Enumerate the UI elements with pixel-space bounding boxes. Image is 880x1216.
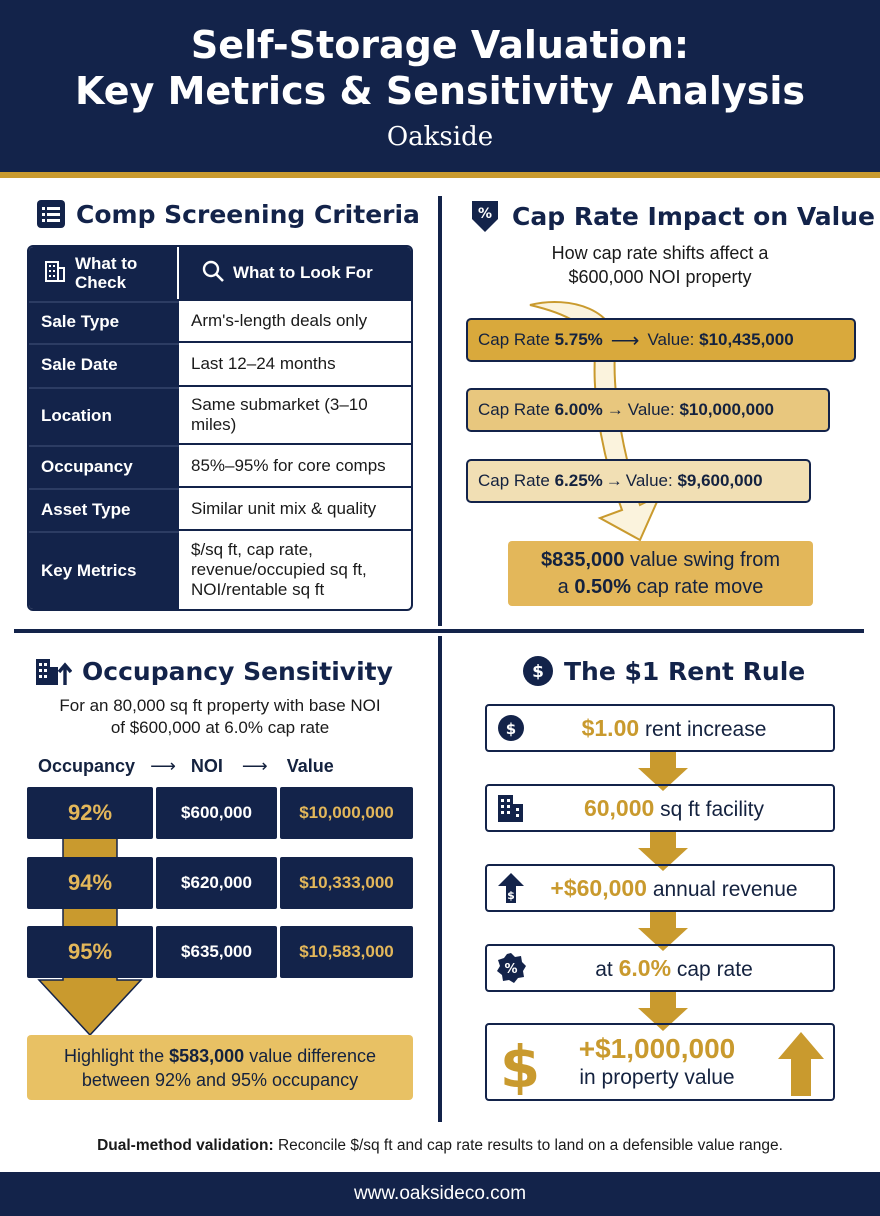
building-icon (487, 792, 535, 824)
comp-row-value: Same submarket (3–10 miles) (191, 395, 368, 434)
comp-row-key: Sale Date (29, 343, 179, 385)
revenue-up-icon: $ (487, 872, 535, 904)
right-arrow-icon: ⟶ (150, 756, 176, 776)
rent-step: $ +$60,000 annual revenue (485, 864, 835, 912)
comp-row-key: Key Metrics (29, 531, 179, 609)
rent-section-title: $ The $1 Rent Rule (522, 655, 805, 687)
comp-row: Sale Type Arm's-length deals only (29, 299, 411, 341)
comp-row: Location Same submarket (3–10 miles) (29, 385, 411, 443)
comp-row-value: Arm's-length deals only (191, 311, 368, 330)
comp-row-key: Sale Type (29, 301, 179, 341)
checklist-icon (36, 199, 66, 229)
comp-row-key: Occupancy (29, 445, 179, 486)
cap-title-text: Cap Rate Impact on Value (512, 201, 875, 231)
comp-row-value: Last 12–24 months (191, 354, 336, 373)
header-what-to-look-for: What to Look For (179, 247, 411, 299)
building-icon (43, 259, 67, 287)
brand-name: Oakside (386, 122, 494, 152)
occupancy-section-title: Occupancy Sensitivity (34, 655, 393, 687)
building-up-arrow-icon (34, 655, 72, 687)
comp-row: Key Metrics $/sq ft, cap rate, revenue/oc… (29, 529, 411, 609)
occupancy-subtitle: For an 80,000 sq ft property with base N… (59, 696, 381, 737)
right-arrow-icon: → (606, 400, 624, 419)
svg-text:$: $ (506, 720, 516, 738)
vertical-divider-bottom (438, 636, 442, 1122)
website-link[interactable]: www.oaksideco.com (353, 1183, 527, 1204)
cap-rate-row: Cap Rate 6.00% → Value: $10,000,000 (466, 388, 830, 432)
rent-step: 60,000 sq ft facility (485, 784, 835, 832)
rent-step: $ $1.00 rent increase (485, 704, 835, 752)
up-arrow-icon (778, 1032, 824, 1096)
footer-bar: www.oaksideco.com (0, 1172, 880, 1216)
cap-rate-row: Cap Rate 5.75% ⟶ Value: $10,435,000 (466, 318, 856, 362)
cap-swing-callout: $835,000 value swing from a 0.50% cap ra… (508, 541, 813, 606)
down-arrow-icon (638, 912, 688, 951)
title-line-2: Key Metrics & Sensitivity Analysis (75, 69, 805, 113)
down-arrow-icon (638, 752, 688, 791)
svg-text:%: % (478, 206, 492, 222)
svg-text:%: % (504, 962, 517, 977)
comp-row-key: Asset Type (29, 488, 179, 529)
comp-row-value: $/sq ft, cap rate, revenue/occupied sq f… (191, 540, 367, 599)
svg-text:$: $ (507, 889, 515, 902)
occupancy-row: 92% $600,000 $10,000,000 (27, 787, 413, 839)
rent-result-text: +$1,000,000 in property value (578, 1033, 736, 1089)
right-arrow-icon: → (605, 471, 623, 490)
dollar-sign-icon: $ (500, 1033, 540, 1095)
percent-badge-icon: % (487, 952, 535, 984)
rent-result-box: $ +$1,000,000 in property value (485, 1023, 835, 1101)
percent-down-arrow-icon: % (468, 199, 502, 233)
horizontal-divider (14, 629, 864, 633)
comp-row: Sale Date Last 12–24 months (29, 341, 411, 385)
header-what-to-check: What to Check (29, 247, 179, 299)
cap-section-title: % Cap Rate Impact on Value (468, 199, 875, 233)
dollar-circle-icon: $ (522, 655, 554, 687)
header-gold-rule (0, 172, 880, 178)
svg-text:$: $ (500, 1033, 540, 1095)
occupancy-flow-header: Occupancy ⟶ NOI ⟶ Value (38, 756, 334, 776)
rent-title-text: The $1 Rent Rule (564, 656, 806, 686)
cap-rate-row: Cap Rate 6.25% → Value: $9,600,000 (466, 459, 811, 503)
occupancy-row: 94% $620,000 $10,333,000 (27, 857, 413, 909)
title-line-1: Self-Storage Valuation: (190, 23, 690, 67)
comp-row-value: Similar unit mix & quality (191, 498, 377, 518)
comp-row-value: 85%–95% for core comps (191, 455, 386, 475)
svg-text:$: $ (532, 662, 544, 682)
right-arrow-icon: ⟶ (610, 329, 640, 352)
occupancy-highlight-note: Highlight the $583,000 value difference … (27, 1035, 413, 1100)
occupancy-row: 95% $635,000 $10,583,000 (27, 926, 413, 978)
comp-row: Occupancy 85%–95% for core comps (29, 443, 411, 486)
header-check-line1: What to (75, 254, 138, 273)
down-arrow-icon (638, 992, 688, 1031)
validation-note: Dual-method validation: Reconcile $/sq f… (97, 1137, 783, 1154)
header-banner: Self-Storage Valuation: Key Metrics & Se… (0, 0, 880, 172)
down-arrow-icon (638, 832, 688, 871)
right-arrow-icon: ⟶ (241, 756, 268, 776)
comp-criteria-table: What to Check What to Look For Sale Type A… (27, 245, 413, 611)
comp-row: Asset Type Similar unit mix & quality (29, 486, 411, 529)
comp-title-text: Comp Screening Criteria (76, 199, 420, 229)
comp-section-title: Comp Screening Criteria (36, 199, 420, 229)
comp-row-key: Location (29, 387, 179, 443)
cap-subtitle: How cap rate shifts affect a $600,000 NO… (551, 243, 769, 287)
header-check-line2: Check (75, 273, 127, 292)
search-icon (201, 259, 225, 288)
comp-table-header: What to Check What to Look For (29, 247, 411, 299)
dollar-circle-icon: $ (487, 713, 535, 743)
occupancy-title-text: Occupancy Sensitivity (82, 656, 393, 686)
vertical-divider-top (438, 196, 442, 626)
rent-step: % at 6.0% cap rate (485, 944, 835, 992)
